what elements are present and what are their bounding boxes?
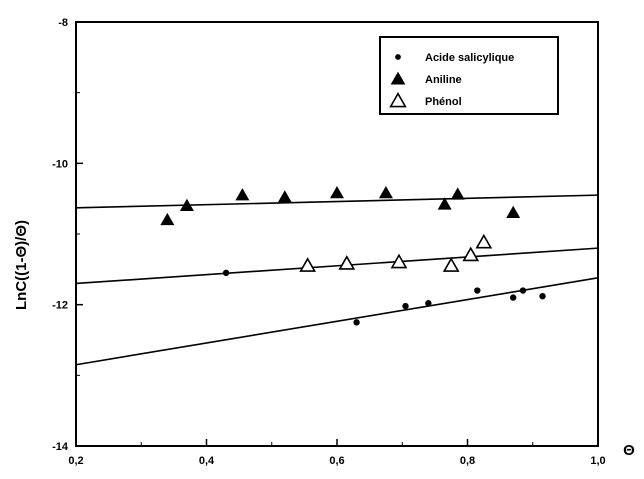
data-point-series-3	[475, 233, 493, 249]
data-point-series-2	[160, 212, 175, 226]
y-tick-label: -10	[52, 158, 68, 170]
legend-marker-series-2	[390, 71, 406, 85]
data-point-series-3	[442, 257, 460, 272]
data-point-series-1	[425, 300, 432, 307]
data-point-series-2	[277, 190, 292, 203]
data-point-series-3	[390, 253, 408, 269]
x-tick-label: 0,8	[460, 455, 475, 467]
data-point-series-2	[378, 186, 393, 199]
plot-area: 0,2 0,4 0,6 0,8 1,0 -14 -12 -10 -8	[52, 17, 606, 467]
data-point-series-1	[474, 287, 481, 294]
data-point-series-3	[462, 246, 480, 262]
y-tick-label: -8	[58, 17, 68, 29]
data-point-series-2	[437, 197, 452, 210]
data-point-series-2	[506, 205, 521, 219]
legend-label-series-3: Phénol	[425, 96, 462, 108]
data-point-series-1	[519, 287, 527, 294]
x-tick-label: 0,4	[199, 455, 215, 467]
fit-line-series-3	[75, 247, 599, 285]
data-point-series-1	[402, 302, 409, 310]
data-point-series-2	[179, 198, 194, 211]
y-tick-label: -12	[52, 300, 68, 312]
data-point-series-3	[338, 255, 356, 270]
data-point-series-1	[222, 269, 230, 277]
data-point-series-1	[353, 319, 360, 326]
legend-marker-series-3	[389, 92, 407, 108]
data-point-series-2	[330, 186, 344, 199]
data-point-series-3	[299, 257, 317, 272]
fit-line-series-1	[75, 277, 599, 366]
data-point-series-1	[539, 292, 546, 300]
legend-marker-series-1	[395, 54, 401, 60]
data-point-series-2	[450, 187, 465, 200]
legend-box	[379, 36, 559, 115]
legend: Acide salicylique Aniline Phénol	[379, 36, 559, 115]
legend-label-series-1: Acide salicylique	[425, 52, 514, 64]
data-point-series-2	[235, 188, 250, 201]
x-axis-title: Θ	[623, 442, 635, 459]
fit-line-series-2	[75, 194, 599, 209]
y-axis-title: LnC((1-Θ)/Θ)	[13, 220, 30, 310]
data-point-series-1	[509, 294, 517, 301]
legend-label-series-2: Aniline	[425, 74, 462, 86]
x-tick-label: 1,0	[590, 455, 605, 467]
x-tick-label: 0,2	[68, 455, 83, 467]
y-tick-label: -14	[52, 441, 69, 453]
x-tick-label: 0,6	[329, 455, 344, 467]
